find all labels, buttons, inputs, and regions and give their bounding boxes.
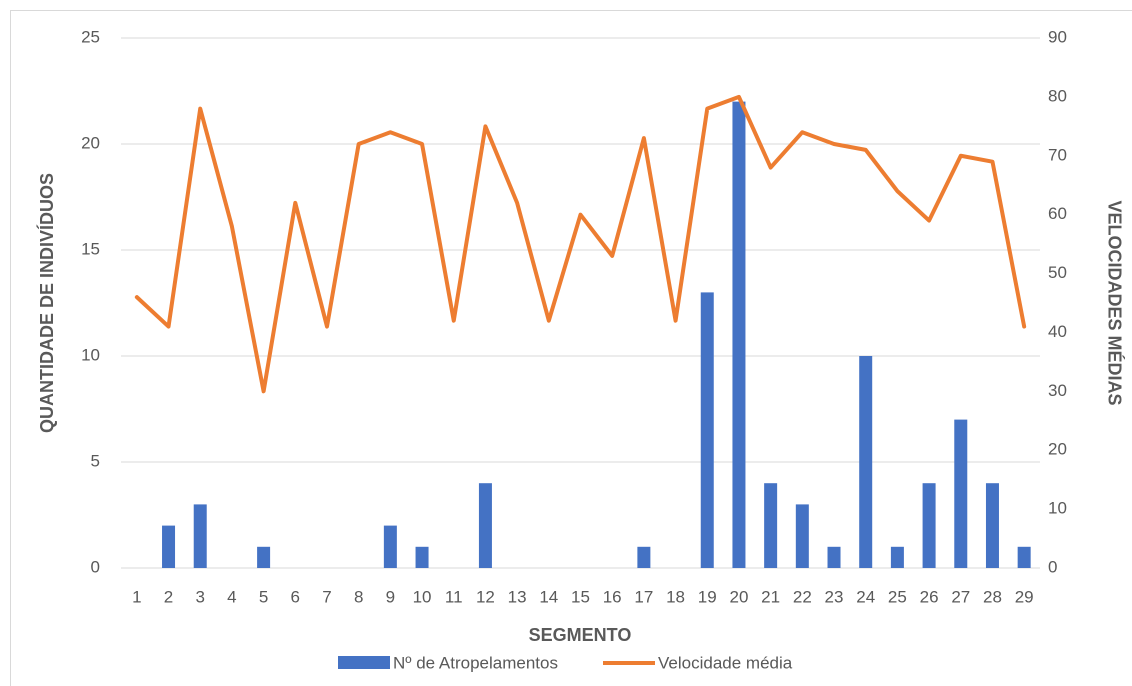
chart-frame <box>10 10 1132 686</box>
bar <box>732 101 746 568</box>
x-tick-label: 12 <box>476 587 495 606</box>
bar <box>162 525 176 568</box>
bar <box>795 504 809 568</box>
x-tick-label: 17 <box>634 587 653 606</box>
legend-label: Velocidade média <box>658 653 793 672</box>
x-tick-label: 21 <box>761 587 780 606</box>
y-axis-label: QUANTIDADE DE INDIVÍDUOS <box>36 173 57 433</box>
x-tick-label: 23 <box>825 587 844 606</box>
y2-tick-label: 60 <box>1048 204 1067 223</box>
bar <box>985 483 999 568</box>
x-tick-label: 26 <box>920 587 939 606</box>
x-tick-label: 14 <box>539 587 558 606</box>
legend-label: Nº de Atropelamentos <box>393 653 558 672</box>
x-tick-label: 15 <box>571 587 590 606</box>
bar <box>827 546 841 568</box>
x-tick-label: 5 <box>259 587 268 606</box>
x-tick-label: 28 <box>983 587 1002 606</box>
x-tick-label: 24 <box>856 587 875 606</box>
bar <box>922 483 936 568</box>
y2-tick-label: 20 <box>1048 440 1067 459</box>
y-tick-label: 0 <box>91 557 100 576</box>
x-tick-label: 27 <box>951 587 970 606</box>
x-tick-label: 4 <box>227 587 236 606</box>
x-tick-label: 22 <box>793 587 812 606</box>
y2-tick-label: 0 <box>1048 557 1057 576</box>
x-axis-label: SEGMENTO <box>529 625 632 645</box>
y2-axis-label: VELOCIDADES MÉDIAS <box>1104 200 1125 405</box>
legend-swatch <box>338 656 390 669</box>
y2-tick-label: 50 <box>1048 263 1067 282</box>
x-tick-label: 3 <box>195 587 204 606</box>
x-tick-label: 8 <box>354 587 363 606</box>
y2-tick-label: 80 <box>1048 86 1067 105</box>
x-tick-label: 9 <box>386 587 395 606</box>
bar <box>193 504 207 568</box>
x-tick-label: 1 <box>132 587 141 606</box>
y2-tick-label: 30 <box>1048 381 1067 400</box>
x-tick-label: 19 <box>698 587 717 606</box>
bar <box>954 419 968 568</box>
bar <box>764 483 778 568</box>
y-tick-label: 10 <box>81 345 100 364</box>
bar <box>859 356 873 568</box>
y2-tick-label: 40 <box>1048 322 1067 341</box>
y-tick-label: 25 <box>81 27 100 46</box>
y2-tick-label: 10 <box>1048 499 1067 518</box>
bar <box>890 546 904 568</box>
bar <box>383 525 397 568</box>
y2-tick-label: 70 <box>1048 145 1067 164</box>
bar <box>257 546 271 568</box>
x-tick-label: 11 <box>445 587 463 606</box>
x-tick-label: 6 <box>291 587 300 606</box>
bar <box>637 546 651 568</box>
bar <box>415 546 429 568</box>
bar <box>478 483 492 568</box>
x-tick-label: 29 <box>1015 587 1034 606</box>
line <box>134 94 1027 394</box>
x-tick-label: 16 <box>603 587 622 606</box>
x-tick-label: 10 <box>413 587 432 606</box>
x-tick-label: 25 <box>888 587 907 606</box>
bar <box>1017 546 1031 568</box>
y-tick-label: 5 <box>91 451 100 470</box>
y2-tick-label: 90 <box>1048 27 1067 46</box>
x-tick-label: 13 <box>508 587 527 606</box>
bar <box>700 292 714 568</box>
x-tick-label: 18 <box>666 587 685 606</box>
x-tick-label: 2 <box>164 587 173 606</box>
x-tick-label: 20 <box>729 587 748 606</box>
y-tick-label: 20 <box>81 133 100 152</box>
y-tick-label: 15 <box>81 239 100 258</box>
x-tick-label: 7 <box>322 587 331 606</box>
